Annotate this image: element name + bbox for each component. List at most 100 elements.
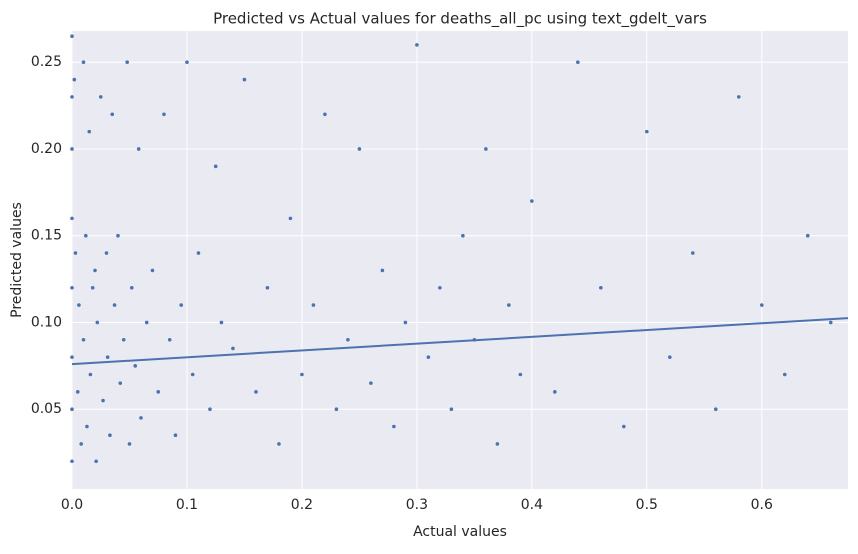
point: [129, 285, 134, 290]
point: [254, 390, 258, 394]
x-tick-label: 0.0: [61, 497, 83, 513]
point: [736, 95, 741, 99]
point: [357, 147, 362, 151]
point: [449, 407, 454, 411]
point: [828, 320, 833, 325]
point: [334, 407, 339, 411]
point: [112, 303, 117, 307]
point: [121, 338, 126, 342]
y-tick-label: 0.05: [31, 401, 62, 417]
point: [70, 285, 74, 290]
plot-area: [72, 31, 848, 489]
point: [369, 381, 373, 385]
point: [108, 433, 112, 438]
point: [81, 60, 86, 65]
point: [70, 407, 74, 411]
point: [70, 147, 74, 151]
x-tick-label: 0.1: [176, 497, 198, 513]
point: [136, 147, 141, 151]
point: [392, 424, 396, 429]
point: [622, 424, 626, 429]
point: [691, 251, 695, 255]
point: [73, 251, 78, 255]
point: [83, 233, 88, 238]
point: [116, 233, 120, 238]
point: [438, 285, 442, 290]
point: [118, 381, 123, 385]
point: [162, 112, 166, 117]
x-tick-label: 0.3: [406, 497, 428, 513]
point: [77, 303, 81, 307]
point: [110, 112, 115, 117]
point: [380, 268, 385, 273]
point: [213, 164, 218, 169]
point: [461, 233, 465, 238]
point: [95, 320, 100, 325]
point: [311, 303, 316, 307]
point: [87, 129, 92, 134]
point: [484, 147, 488, 151]
point: [88, 372, 93, 377]
y-tick-label: 0.25: [31, 54, 62, 70]
y-tick-label: 0.10: [31, 314, 62, 330]
point: [805, 233, 810, 238]
point: [507, 303, 511, 307]
point: [94, 459, 98, 464]
x-tick-label: 0.5: [636, 497, 658, 513]
point: [104, 251, 109, 255]
point: [70, 216, 74, 221]
point: [133, 364, 138, 368]
point: [98, 95, 103, 99]
point: [782, 372, 787, 377]
point: [81, 338, 86, 342]
point: [403, 320, 408, 325]
point: [323, 112, 327, 117]
point: [196, 251, 201, 255]
point: [645, 129, 649, 134]
fit-line: [71, 317, 849, 366]
y-axis-label: Predicted values: [9, 202, 25, 318]
point: [75, 390, 80, 394]
point: [70, 34, 74, 39]
point: [150, 268, 155, 273]
point: [90, 285, 95, 290]
point: [144, 320, 149, 325]
point: [277, 442, 281, 446]
point: [518, 372, 523, 377]
point: [759, 303, 764, 307]
point: [208, 407, 212, 411]
point: [185, 60, 189, 65]
point: [426, 355, 431, 359]
point: [231, 346, 235, 351]
point: [179, 303, 184, 307]
point: [415, 43, 419, 47]
point: [242, 77, 247, 82]
point: [127, 442, 132, 446]
point: [70, 95, 74, 99]
point: [72, 77, 77, 82]
point: [553, 390, 557, 394]
point: [105, 355, 110, 359]
point: [101, 398, 105, 403]
point: [167, 338, 172, 342]
point: [576, 60, 580, 65]
point: [346, 338, 350, 342]
point: [190, 372, 195, 377]
point: [139, 416, 143, 420]
point: [713, 407, 718, 411]
point: [85, 424, 89, 429]
point: [70, 459, 74, 464]
point: [173, 433, 178, 438]
point: [70, 355, 74, 359]
point: [125, 60, 129, 65]
point: [668, 355, 672, 359]
point: [156, 390, 161, 394]
x-axis-label: Actual values: [413, 524, 507, 540]
point: [265, 285, 270, 290]
point: [93, 268, 97, 273]
x-tick-label: 0.4: [521, 497, 543, 513]
y-tick-label: 0.20: [31, 141, 62, 157]
chart-title: Predicted vs Actual values for deaths_al…: [213, 10, 707, 29]
point: [219, 320, 224, 325]
